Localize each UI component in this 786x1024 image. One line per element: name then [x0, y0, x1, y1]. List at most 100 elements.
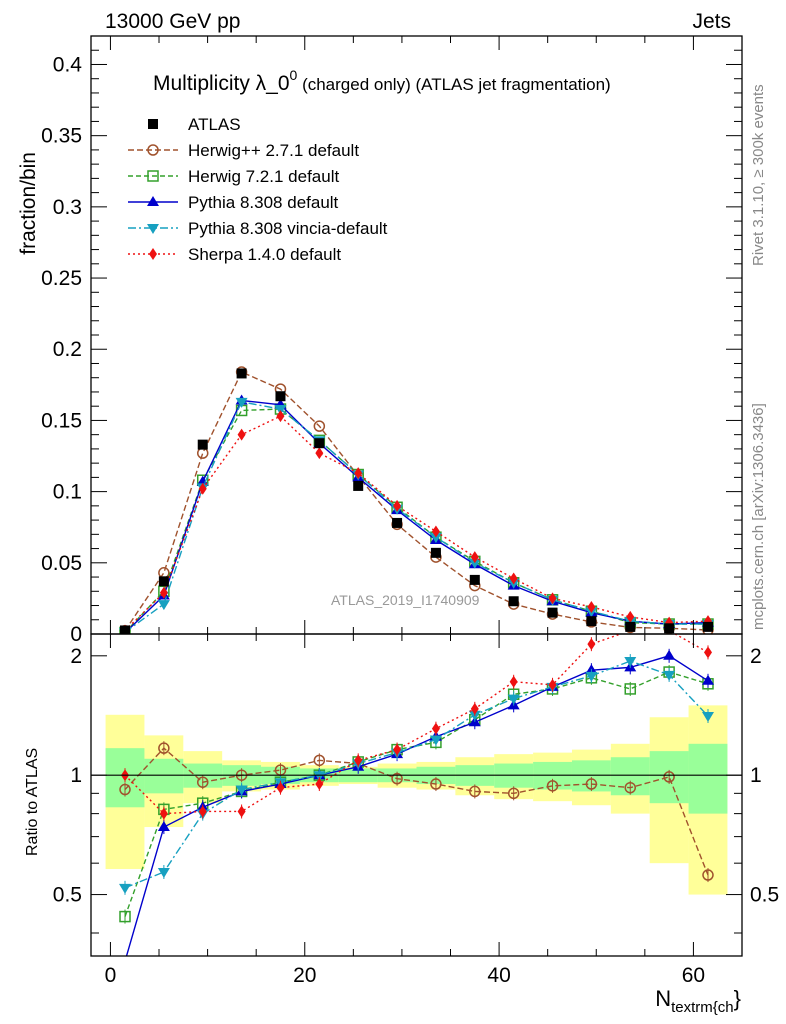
series-3-ratio-line	[124, 660, 709, 889]
y-tick-label-7: 0.35	[41, 125, 82, 148]
ratio-y-tick-label-1: 1	[70, 764, 82, 787]
series-4-point-4	[276, 410, 285, 423]
series-2-point-2	[196, 475, 209, 486]
y-tick-label-4: 0.2	[53, 338, 82, 361]
series-4-line	[124, 415, 709, 631]
series-3-ratio-point-15	[701, 712, 714, 723]
chart-title: Multiplicity λ_00 (charged only) (ATLAS …	[153, 67, 611, 95]
series-0-line	[124, 371, 709, 632]
series-0-ratio-point-10	[507, 787, 520, 800]
series-4-ratio-point-8	[431, 722, 440, 735]
series-4-point-11	[548, 592, 557, 605]
series-0-ratio-point-14	[663, 771, 675, 783]
series-4-ratio-point-9	[470, 702, 479, 715]
series-0-ratio-point-0	[119, 783, 131, 796]
chart-title-sup: 0	[290, 67, 298, 83]
series-4-ratio-point-15	[703, 646, 712, 659]
series-0-ratio-point-11	[546, 780, 559, 792]
data-point-15	[702, 621, 713, 632]
series-3-ratio-point-0	[119, 883, 132, 894]
series-4-ratio-point-2	[198, 805, 207, 818]
series-4-ratio-point-10	[509, 675, 518, 688]
series-4-point-12	[587, 600, 596, 613]
y-tick-label-3: 0.15	[41, 409, 82, 432]
y-tick-label-8: 0.4	[53, 53, 83, 76]
x-tick-label-3: 60	[682, 964, 705, 987]
series-4-point-8	[431, 525, 440, 538]
ratio-y-tick-label-2: 2	[70, 645, 82, 668]
legend-marker-5	[149, 248, 157, 260]
ratio-y-tick-label-right-1: 1	[750, 764, 762, 787]
x-axis-label-sub: textrm{ch	[671, 999, 734, 1016]
analysis-watermark: ATLAS_2019_I1740909	[331, 592, 480, 608]
legend-label-4: Pythia 8.308 vincia-default	[188, 219, 388, 238]
series-0-ratio-point-8	[430, 778, 442, 790]
band-stat-1	[144, 758, 184, 794]
series-2-ratio-point-15	[701, 674, 714, 685]
data-point-9	[469, 574, 480, 585]
series-0-point-1	[158, 567, 170, 579]
data-point-8	[430, 547, 441, 558]
legend-marker-1	[147, 144, 159, 156]
series-4-ratio-point-4	[276, 781, 285, 794]
ratio-y-tick-label-right-0: 0.5	[750, 884, 779, 907]
x-axis-label-end: }	[734, 986, 741, 1011]
series-4-ratio-point-6	[354, 754, 363, 767]
series-3-point-4	[274, 405, 287, 416]
series-4-point-9	[470, 551, 479, 564]
data-point-0	[120, 625, 131, 634]
data-point-6	[353, 480, 364, 491]
main-plot: 0 0.05 0.1 0.15 0.2 0.25 0.3 0.35 0.4	[41, 35, 743, 646]
series-3-ratio-point-13	[624, 657, 637, 668]
data-point-4	[275, 391, 286, 402]
legend-label-3: Pythia 8.308 default	[188, 193, 339, 212]
series-3-point-3	[235, 397, 248, 408]
series-3-ratio-point-3	[235, 785, 248, 796]
ratio-plot-area	[105, 634, 728, 956]
series-4-point-7	[393, 499, 402, 512]
series-4-ratio-point-12	[587, 638, 596, 651]
series-0-ratio-point-13	[624, 781, 637, 794]
series-2-ratio-point-1	[157, 821, 170, 832]
x-axis-label-main: N	[655, 986, 671, 1011]
main-plot-area	[119, 366, 714, 634]
band-stat-15	[688, 743, 728, 814]
series-3-line	[124, 401, 708, 633]
ratio-y-tick-label-0: 0.5	[53, 884, 82, 907]
series-0-ratio-point-12	[585, 778, 598, 790]
x-tick-label-0: 0	[105, 964, 117, 987]
data-point-7	[392, 517, 403, 528]
series-4-point-2	[198, 482, 207, 495]
series-3-point-1	[157, 600, 170, 611]
legend-marker-2	[147, 170, 159, 182]
side-lower: mcplots.cern.ch [arXiv:1306.3436]	[750, 403, 767, 630]
series-0-ratio-point-2	[196, 776, 209, 788]
y-tick-label-6: 0.3	[53, 196, 82, 219]
legend-marker-3	[147, 196, 159, 206]
data-point-5	[314, 438, 325, 449]
legend-marker-4	[147, 224, 159, 234]
legend: ATLAS Herwig++ 2.7.1 default Herwig 7.2.1 …	[128, 115, 388, 264]
side-upper: Rivet 3.1.10, ≥ 300k events	[750, 84, 767, 266]
ratio-y-tick-label-right-2: 2	[750, 645, 762, 668]
series-3-ratio-point-5	[313, 771, 326, 782]
ratio-plot: 0 20 40 60 0.5 0.5 1 1 2 2	[53, 633, 779, 987]
series-4-point-6	[354, 467, 363, 480]
legend-label-0: ATLAS	[188, 115, 241, 134]
data-point-11	[547, 607, 558, 618]
series-0-ratio-point-1	[158, 742, 170, 754]
series-0-ratio-point-5	[313, 754, 326, 767]
x-tick-label-1: 20	[293, 964, 316, 987]
series-4-ratio-point-3	[237, 805, 246, 818]
series-1-ratio-point-0	[119, 910, 131, 923]
ratio-y-axis-label: Ratio to ATLAS	[24, 748, 41, 856]
header-left: 13000 GeV pp	[105, 10, 240, 33]
series-4-ratio-point-7	[393, 743, 402, 756]
series-1-ratio-line	[124, 671, 709, 917]
series-1-ratio-point-13	[624, 683, 637, 695]
series-0-point-2	[196, 447, 209, 459]
series-0-ratio-point-9	[469, 785, 481, 798]
series-4-ratio-point-1	[159, 807, 168, 820]
data-point-1	[158, 576, 169, 587]
